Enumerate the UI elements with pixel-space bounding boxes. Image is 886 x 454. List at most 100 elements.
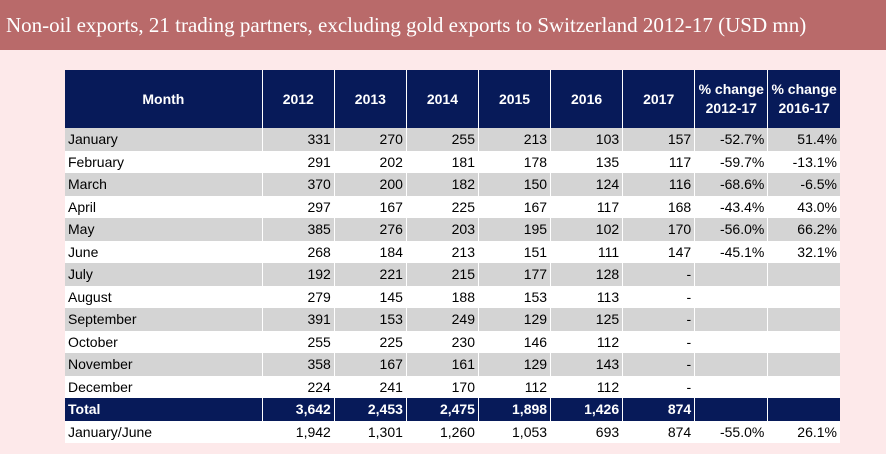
pct-change-cell [694, 375, 769, 398]
value-cell: 297 [262, 195, 335, 218]
header-2013: 2013 [334, 70, 407, 128]
row-label: May [65, 218, 263, 241]
row-label: June [65, 240, 263, 263]
row-label: November [65, 353, 263, 376]
pct-change-cell [767, 398, 840, 421]
table-row: December 224 241 170 112 112- [65, 375, 840, 398]
row-label: January [65, 128, 263, 151]
value-cell: 255 [262, 330, 335, 353]
value-cell: - [622, 285, 696, 308]
value-cell: 1,260 [406, 420, 479, 443]
value-cell: 1,053 [478, 420, 552, 443]
value-cell: 112 [550, 375, 624, 398]
value-cell: 291 [262, 150, 335, 173]
value-cell: 113 [550, 285, 624, 308]
value-cell: 182 [406, 173, 479, 196]
page-title: Non-oil exports, 21 trading partners, ex… [0, 0, 886, 50]
value-cell: 103 [550, 128, 624, 151]
jan-jun-row: January/June 1,942 1,301 1,260 1,053 693 874 -5… [65, 420, 840, 443]
pct-change-cell [767, 263, 840, 286]
value-cell: 268 [262, 240, 335, 263]
pct-change-cell [767, 285, 840, 308]
row-label: August [65, 285, 263, 308]
value-cell: 276 [334, 218, 407, 241]
header-2012: 2012 [262, 70, 335, 128]
value-cell: 693 [550, 420, 624, 443]
value-cell: - [622, 353, 696, 376]
header-pct-change-2012-17: % change 2012-17 [694, 70, 769, 128]
table-row: July 192 221 215 177 128- [65, 263, 840, 286]
pct-change-cell: -59.7% [694, 150, 769, 173]
value-cell: 385 [262, 218, 335, 241]
value-cell: 112 [478, 375, 552, 398]
value-cell: 170 [622, 218, 696, 241]
value-cell: 124 [550, 173, 624, 196]
value-cell: 270 [334, 128, 407, 151]
row-label: January/June [65, 420, 263, 443]
value-cell: 331 [262, 128, 335, 151]
pct-change-cell [694, 308, 769, 331]
value-cell: 874 [622, 420, 696, 443]
value-cell: 1,426 [550, 398, 624, 421]
pct-change-cell: -55.0% [694, 420, 769, 443]
header-2016: 2016 [550, 70, 624, 128]
value-cell: 170 [406, 375, 479, 398]
table-header-row: Month 2012 2013 2014 2015 2016 2017 % ch… [65, 70, 840, 128]
pct-change-cell: 26.1% [767, 420, 840, 443]
table-row: January 331 270 255 213 103 157 -52.7% 51.4% [65, 128, 840, 151]
value-cell: 225 [406, 195, 479, 218]
value-cell: 135 [550, 150, 624, 173]
row-label: September [65, 308, 263, 331]
table-row: October 255 225 230 146 112- [65, 330, 840, 353]
value-cell: 177 [478, 263, 552, 286]
value-cell: 370 [262, 173, 335, 196]
row-label: Total [65, 398, 263, 421]
pct-change-cell [767, 353, 840, 376]
pct-change-cell: -13.1% [767, 150, 840, 173]
row-label: October [65, 330, 263, 353]
header-pct-change-2016-17: % change 2016-17 [767, 70, 840, 128]
value-cell: 2,475 [406, 398, 479, 421]
value-cell: 358 [262, 353, 335, 376]
value-cell: 1,301 [334, 420, 407, 443]
value-cell: 241 [334, 375, 407, 398]
value-cell: - [622, 263, 696, 286]
pct-change-cell [694, 263, 769, 286]
value-cell: 117 [622, 150, 696, 173]
value-cell: 146 [478, 330, 552, 353]
row-label: July [65, 263, 263, 286]
value-cell: 143 [550, 353, 624, 376]
value-cell: 168 [622, 195, 696, 218]
pct-change-cell: -68.6% [694, 173, 769, 196]
value-cell: - [622, 375, 696, 398]
pct-change-cell: -56.0% [694, 218, 769, 241]
value-cell: 3,642 [262, 398, 335, 421]
table-row: August 279 145 188 153 113- [65, 285, 840, 308]
value-cell: 153 [478, 285, 552, 308]
pct-change-cell: 32.1% [767, 240, 840, 263]
value-cell: 1,942 [262, 420, 335, 443]
value-cell: 181 [406, 150, 479, 173]
pct-change-cell [694, 285, 769, 308]
pct-change-cell: -52.7% [694, 128, 769, 151]
value-cell: 102 [550, 218, 624, 241]
value-cell: 128 [550, 263, 624, 286]
table-row: November 358 167 161 129 143- [65, 353, 840, 376]
value-cell: 225 [334, 330, 407, 353]
value-cell: 213 [478, 128, 552, 151]
table-row: February 291 202 181 178 135 117 -59.7% -13.1% [65, 150, 840, 173]
value-cell: 161 [406, 353, 479, 376]
exports-table: Month 2012 2013 2014 2015 2016 2017 % ch… [65, 70, 840, 443]
pct-change-cell [767, 308, 840, 331]
value-cell: 129 [478, 308, 552, 331]
row-label: March [65, 173, 263, 196]
value-cell: 200 [334, 173, 407, 196]
table-row: June 268 184 213 151 111 147 -45.1% 32.1% [65, 240, 840, 263]
row-label: February [65, 150, 263, 173]
pct-change-cell [694, 398, 769, 421]
value-cell: 167 [478, 195, 552, 218]
value-cell: 213 [406, 240, 479, 263]
value-cell: 167 [334, 353, 407, 376]
pct-change-cell: -43.4% [694, 195, 769, 218]
value-cell: 117 [550, 195, 624, 218]
